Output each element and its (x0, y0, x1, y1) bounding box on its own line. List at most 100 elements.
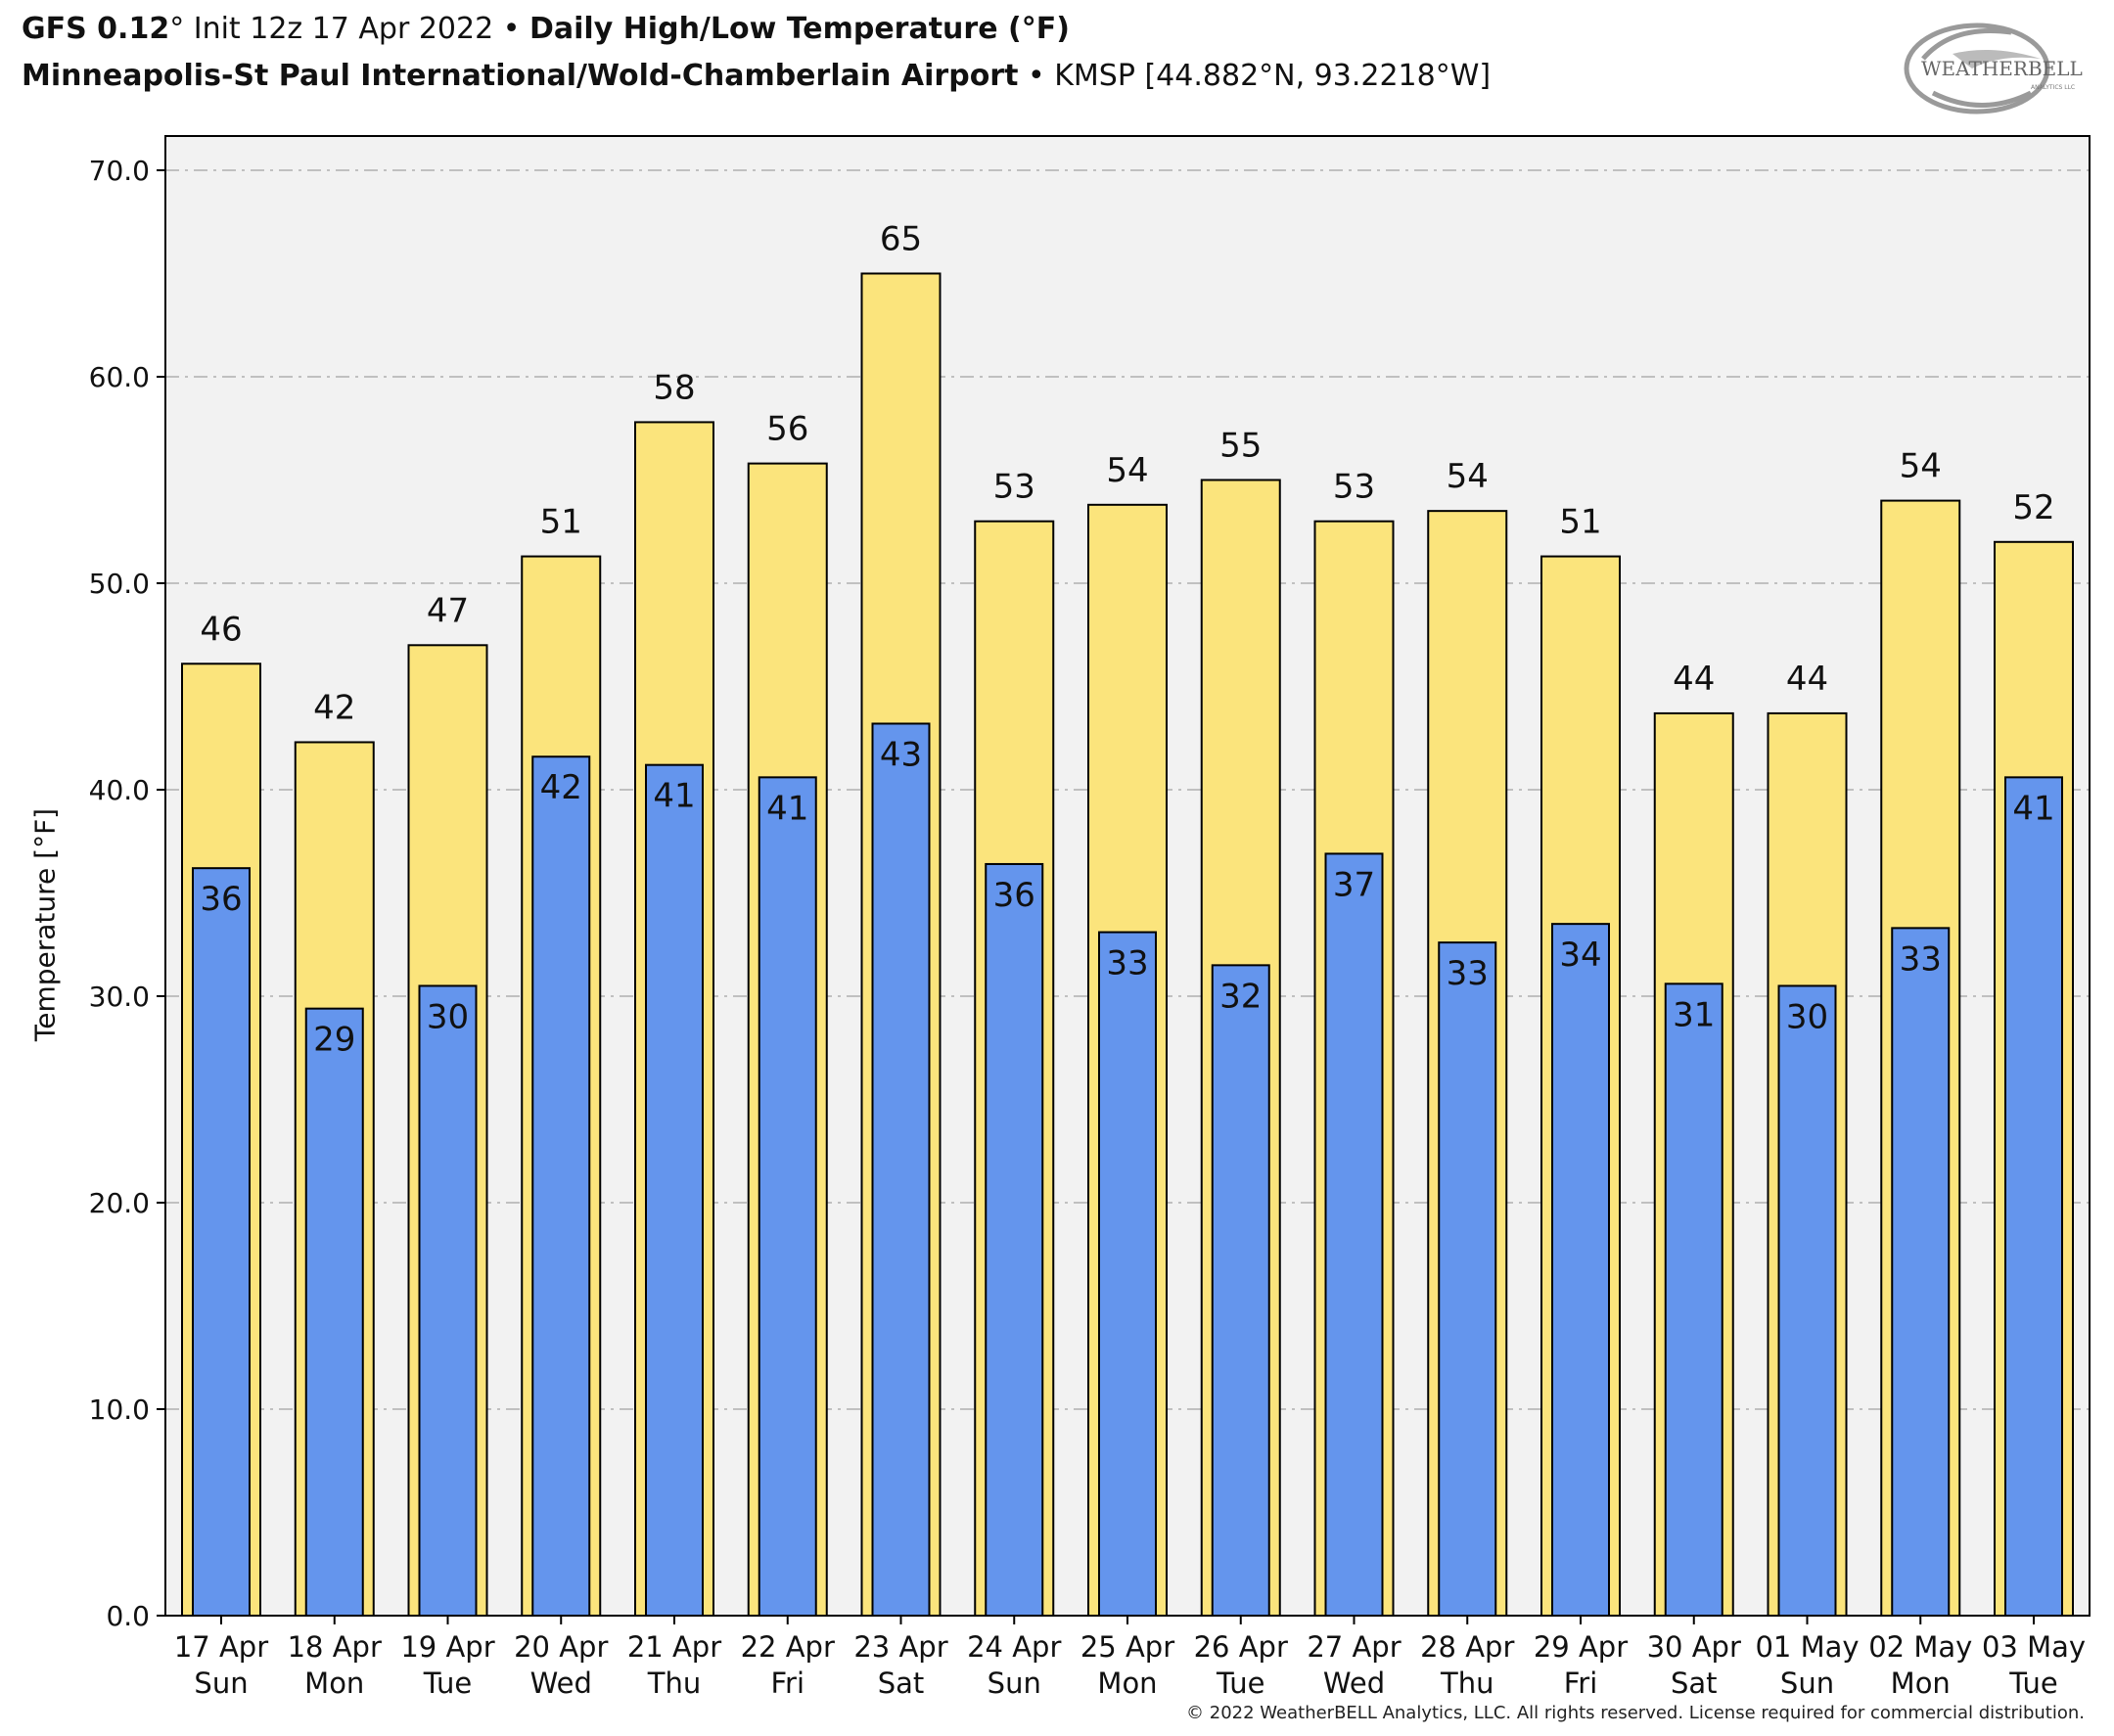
low-temp-bar (871, 722, 931, 1617)
x-tick-weekday: Mon (304, 1667, 364, 1700)
low-temp-label: 30 (427, 997, 469, 1036)
model-degree: ° (169, 12, 185, 46)
low-temp-bar (1891, 927, 1951, 1617)
y-tick-label: 30.0 (89, 981, 150, 1013)
x-tick-date: 18 Apr (288, 1630, 382, 1664)
x-tick-weekday: Mon (1097, 1667, 1157, 1700)
x-tick-weekday: Sun (1780, 1667, 1834, 1700)
y-tick-label: 50.0 (89, 568, 150, 600)
y-axis-label: Temperature [°F] (28, 807, 62, 1042)
data-labels: 46 36 42 29 47 30 51 42 58 41 56 41 65 43 53 36 54 33 55 32… (200, 220, 2054, 1060)
x-tick-weekday: Fri (1564, 1667, 1598, 1700)
high-temp-label: 55 (1219, 427, 1262, 466)
low-temp-bar (304, 1007, 364, 1618)
low-temp-label: 33 (1900, 939, 1942, 979)
low-temp-label: 30 (1786, 997, 1828, 1036)
x-tick-weekday: Wed (1323, 1667, 1385, 1700)
low-temp-bar (1438, 941, 1497, 1617)
x-tick-date: 02 May (1868, 1630, 1972, 1664)
low-temp-label: 41 (653, 777, 695, 816)
low-temp-bar (531, 755, 591, 1617)
high-temp-label: 52 (2012, 488, 2054, 527)
station-name: Minneapolis-St Paul International/Wold-C… (22, 59, 1019, 93)
low-temp-bar (1098, 931, 1157, 1617)
x-tick-date: 03 May (1982, 1630, 2086, 1664)
high-temp-label: 42 (313, 688, 355, 727)
y-tick-label: 70.0 (89, 155, 150, 187)
low-temp-bar (758, 776, 817, 1617)
product-name: Daily High/Low Temperature (°F) (528, 12, 1070, 46)
chart-title-line-1: GFS 0.12° Init 12z 17 Apr 2022 • Daily H… (22, 12, 1070, 46)
x-tick-date: 22 Apr (741, 1630, 835, 1664)
high-temp-label: 53 (1333, 468, 1375, 507)
low-temp-label: 41 (766, 789, 808, 828)
low-temp-label: 29 (313, 1021, 355, 1060)
high-temp-label: 54 (1447, 457, 1489, 496)
low-temp-label: 41 (2012, 789, 2054, 828)
plot-frame (164, 135, 2091, 1617)
low-temp-label: 31 (1673, 995, 1715, 1034)
low-temp-label: 36 (993, 876, 1035, 915)
bars (181, 272, 2074, 1618)
model-name: GFS 0.12 (22, 12, 170, 46)
y-tick-label: 60.0 (89, 361, 150, 393)
x-tick-weekday: Fri (770, 1667, 804, 1700)
x-tick-date: 21 Apr (627, 1630, 721, 1664)
high-temp-label: 44 (1673, 660, 1715, 699)
x-tick-weekday: Tue (2008, 1667, 2058, 1700)
x-tick-date: 29 Apr (1534, 1630, 1628, 1664)
y-tick-label: 40.0 (89, 774, 150, 806)
x-tick-weekday: Tue (1216, 1667, 1265, 1700)
station-info: KMSP [44.882°N, 93.2218°W] (1054, 59, 1492, 93)
high-temp-label: 56 (766, 410, 808, 449)
x-tick-date: 24 Apr (967, 1630, 1061, 1664)
x-tick-weekday: Sun (988, 1667, 1041, 1700)
low-temp-label: 33 (1106, 944, 1148, 983)
x-tick-date: 20 Apr (514, 1630, 608, 1664)
low-temp-label: 32 (1219, 977, 1262, 1016)
x-tick-weekday: Tue (423, 1667, 473, 1700)
x-tick-date: 23 Apr (853, 1630, 947, 1664)
low-temp-bar (1664, 982, 1723, 1617)
low-temp-label: 36 (200, 880, 242, 919)
low-temp-label: 43 (880, 735, 922, 774)
high-temp-label: 54 (1900, 447, 1942, 486)
low-temp-bar (1777, 984, 1837, 1617)
low-temp-label: 34 (1559, 936, 1601, 975)
low-temp-label: 33 (1447, 954, 1489, 993)
low-temp-bar (985, 862, 1044, 1617)
low-temp-bar (2004, 776, 2063, 1617)
x-tick-weekday: Sat (878, 1667, 925, 1700)
x-tick-date: 17 Apr (174, 1630, 268, 1664)
x-tick-weekday: Thu (1440, 1667, 1494, 1700)
title-bullet-2: • (1028, 59, 1045, 93)
high-temp-label: 47 (427, 591, 469, 630)
y-tick-label: 10.0 (89, 1393, 150, 1426)
low-temp-bar (192, 867, 251, 1617)
copyright-notice: © 2022 WeatherBELL Analytics, LLC. All r… (1186, 1703, 2085, 1723)
x-tick-weekday: Mon (1891, 1667, 1951, 1700)
axes: 0.010.020.030.040.050.060.070.017 AprSun… (89, 155, 2086, 1700)
y-tick-label: 0.0 (106, 1600, 150, 1632)
high-temp-label: 51 (540, 503, 582, 542)
x-tick-date: 01 May (1755, 1630, 1859, 1664)
init-time: Init 12z 17 Apr 2022 (193, 12, 494, 46)
low-temp-bar (645, 763, 704, 1617)
x-tick-weekday: Wed (530, 1667, 592, 1700)
high-temp-label: 54 (1106, 451, 1148, 490)
logo-text: WEATHERBELL (1921, 57, 2083, 80)
x-tick-date: 30 Apr (1647, 1630, 1741, 1664)
x-tick-date: 19 Apr (400, 1630, 494, 1664)
high-temp-label: 65 (880, 220, 922, 259)
x-tick-date: 26 Apr (1194, 1630, 1288, 1664)
low-temp-bar (1324, 852, 1384, 1617)
high-temp-label: 46 (200, 610, 242, 649)
logo-subtext: ANALYTICS LLC (2031, 84, 2075, 91)
low-temp-bar (1551, 923, 1610, 1617)
low-temp-label: 42 (540, 768, 582, 807)
x-tick-date: 28 Apr (1420, 1630, 1514, 1664)
x-tick-weekday: Sun (194, 1667, 248, 1700)
x-tick-date: 25 Apr (1080, 1630, 1174, 1664)
low-temp-bar (1211, 964, 1270, 1617)
